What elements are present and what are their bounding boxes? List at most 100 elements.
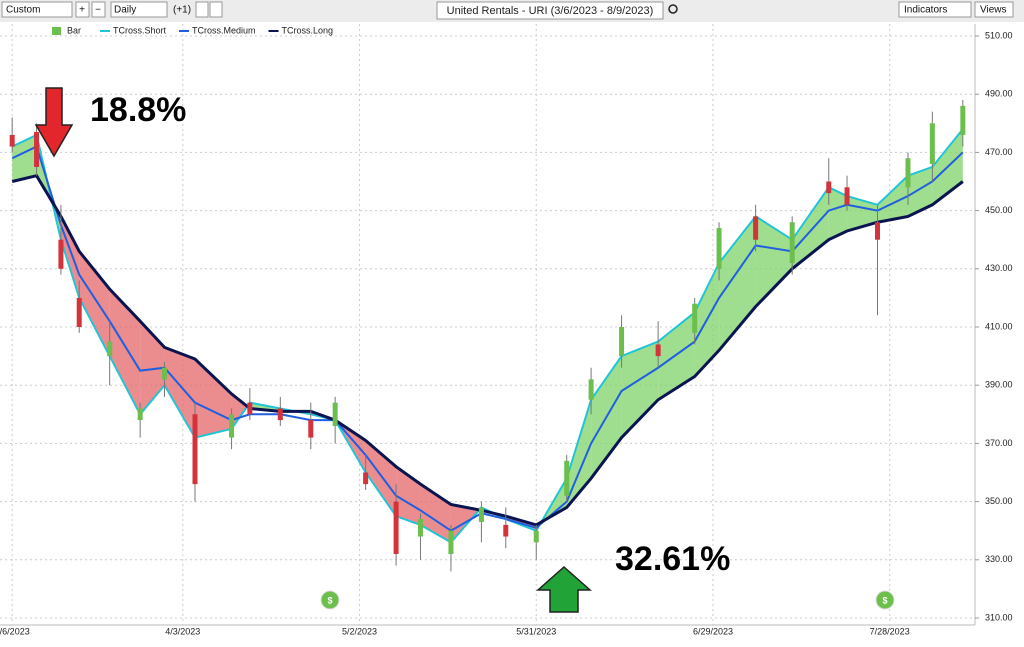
candle-body	[229, 414, 235, 438]
candle-body	[247, 402, 253, 415]
cloud	[877, 175, 908, 223]
interval-select[interactable]	[110, 1, 168, 18]
y-tick-label: 390.00	[985, 380, 1013, 390]
legend-label: TCross.Medium	[192, 25, 256, 35]
candle-body	[277, 408, 283, 421]
candle-body	[393, 501, 399, 554]
cloud	[566, 399, 592, 508]
cloud	[109, 289, 141, 415]
candle-body	[9, 134, 15, 147]
y-tick-label: 330.00	[985, 554, 1013, 564]
candle-body	[332, 402, 338, 426]
candle-body	[960, 105, 966, 135]
cloud	[847, 196, 878, 231]
cloud	[420, 484, 451, 543]
views-label: Views	[980, 5, 1007, 16]
zoom-out[interactable]	[91, 1, 106, 18]
y-tick-label: 370.00	[985, 438, 1013, 448]
x-tick-label: 3/6/2023	[0, 626, 30, 636]
cloud	[365, 440, 397, 517]
offset-plus[interactable]	[195, 1, 209, 18]
zoom-in[interactable]	[75, 1, 90, 18]
x-tick-label: 6/29/2023	[693, 626, 733, 636]
candle-body	[308, 420, 314, 438]
legend-label: Bar	[67, 25, 81, 35]
cloud	[755, 216, 793, 307]
candle-body	[192, 414, 198, 485]
candle-body	[692, 303, 698, 333]
x-tick-label: 5/2/2023	[342, 626, 377, 636]
candle-body	[753, 216, 759, 240]
annotation: 32.61%	[615, 540, 730, 578]
chart-title: United Rentals - URI (3/6/2023 - 8/9/202…	[447, 5, 654, 17]
cloud	[12, 134, 37, 182]
candle-body	[34, 132, 40, 167]
candle-body	[417, 519, 423, 537]
candle-body	[789, 222, 795, 263]
search-icon[interactable]	[668, 4, 678, 14]
dividend-icon: $	[327, 595, 332, 605]
y-tick-label: 490.00	[985, 89, 1013, 99]
annotation: 18.8%	[90, 91, 186, 129]
candle-body	[478, 507, 484, 522]
dividend-marker[interactable]	[320, 590, 340, 610]
cloud	[79, 251, 110, 357]
candle-body	[448, 530, 454, 554]
cloud	[828, 187, 848, 240]
candle-body	[655, 344, 661, 357]
cloud	[621, 341, 659, 438]
y-tick-label: 470.00	[985, 147, 1013, 157]
y-tick-label: 430.00	[985, 263, 1013, 273]
indicators-select[interactable]	[898, 1, 972, 18]
candle-body	[929, 123, 935, 165]
candle-body	[533, 530, 539, 543]
range-label: Custom	[6, 5, 40, 16]
series-line	[11, 173, 964, 527]
legend-label: TCross.Short	[113, 25, 167, 35]
cloud	[231, 393, 250, 429]
down-arrow	[34, 87, 74, 158]
candle-body	[503, 524, 509, 537]
dividend-icon: $	[882, 595, 887, 605]
candle-body	[826, 181, 832, 194]
candle-body	[588, 379, 594, 400]
cloud	[907, 166, 933, 217]
offset-minus[interactable]	[209, 1, 223, 18]
candle-body	[844, 187, 850, 205]
offset-label: (+1)	[173, 5, 191, 16]
candle-body	[564, 460, 570, 496]
candle-body	[619, 327, 625, 357]
x-tick-label: 4/3/2023	[165, 626, 200, 636]
cloud	[792, 187, 829, 269]
candle-body	[875, 222, 880, 240]
dividend-marker[interactable]	[875, 590, 895, 610]
symbol-box[interactable]	[436, 1, 664, 20]
zoom-in-icon: +	[79, 5, 85, 16]
y-tick-label: 410.00	[985, 321, 1013, 331]
x-tick-label: 5/31/2023	[516, 626, 556, 636]
cloud	[60, 216, 80, 298]
legend-swatch	[52, 27, 61, 35]
candle-body	[137, 408, 143, 421]
y-tick-label: 450.00	[985, 205, 1013, 215]
zoom-out-icon: −	[95, 5, 101, 16]
series-line	[11, 128, 964, 544]
candle-body	[58, 239, 64, 269]
range-select[interactable]	[1, 1, 73, 18]
candle-body	[162, 367, 168, 380]
candle-body	[107, 341, 113, 357]
up-arrow	[536, 565, 592, 613]
cloud	[195, 359, 232, 438]
legend-label: TCross.Long	[282, 25, 334, 35]
candle-body	[76, 297, 82, 327]
candle-body	[905, 158, 911, 188]
candle-body	[363, 472, 369, 485]
y-tick-label: 310.00	[985, 612, 1013, 622]
series-line	[11, 145, 964, 532]
views-select[interactable]	[974, 1, 1014, 18]
y-tick-label: 510.00	[985, 30, 1013, 40]
indicators-label: Indicators	[904, 5, 947, 16]
candle-body	[716, 228, 722, 269]
